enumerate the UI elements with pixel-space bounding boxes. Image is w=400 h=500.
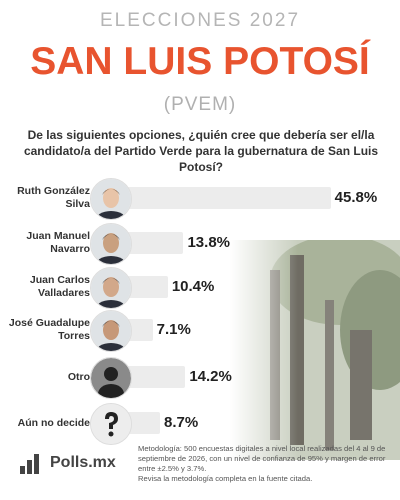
avatar-icon — [91, 358, 131, 398]
value-label: 13.8% — [187, 234, 231, 251]
bar — [120, 276, 168, 298]
kicker: ELECCIONES 2027 — [99, 10, 301, 31]
value-label: 10.4% — [171, 278, 215, 295]
avatar-icon — [91, 268, 131, 308]
category-label: Aún no decide — [17, 416, 90, 429]
bar — [120, 366, 186, 388]
avatar-icon — [91, 311, 131, 351]
question: De las siguientes opciones, ¿quién cree … — [23, 128, 379, 174]
logo: Polls.mx — [50, 454, 116, 471]
source-note: Revisa la metodología completa en la fue… — [138, 474, 313, 483]
avatar-icon — [91, 179, 131, 219]
avatar — [90, 267, 132, 309]
bar — [120, 232, 184, 254]
category-label: Juan Manuel Navarro — [26, 230, 90, 255]
avatar — [90, 310, 132, 352]
value-label: 8.7% — [164, 414, 199, 431]
background-scenery — [230, 240, 400, 460]
subtitle: (PVEM) — [163, 94, 237, 115]
avatar — [90, 403, 132, 445]
methodology-text: Metodología: 500 encuestas digitales a n… — [138, 444, 386, 473]
avatar — [90, 178, 132, 220]
value-label: 7.1% — [156, 321, 191, 338]
value-label: 45.8% — [334, 189, 378, 206]
category-label: Juan Carlos Valladares — [29, 274, 90, 299]
bar — [120, 187, 331, 209]
chart-title: SAN LUIS POTOSÍ — [30, 40, 370, 83]
avatar — [90, 357, 132, 399]
avatar-icon — [91, 404, 131, 444]
category-label: José Guadalupe Torres — [8, 317, 90, 342]
logo-icon — [20, 454, 39, 474]
category-label: Otro — [67, 370, 90, 383]
category-label: Ruth González Silva — [17, 185, 90, 210]
methodology: Metodología: 500 encuestas digitales a n… — [138, 444, 393, 484]
avatar-icon — [91, 224, 131, 264]
value-label: 14.2% — [189, 368, 232, 385]
avatar — [90, 223, 132, 265]
